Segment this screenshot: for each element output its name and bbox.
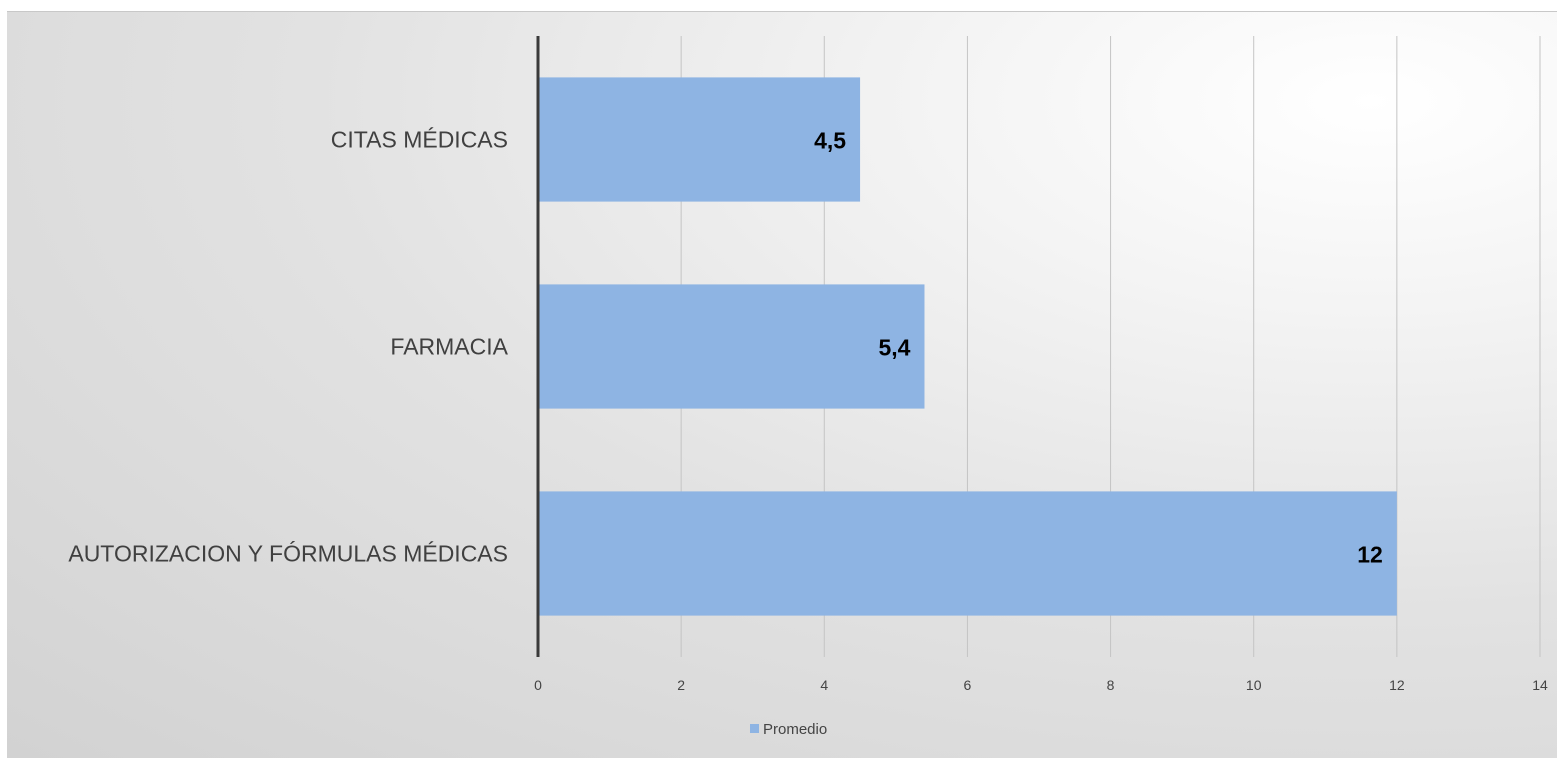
bar	[538, 491, 1397, 616]
category-labels: CITAS MÉDICAS FARMACIA AUTORIZACION Y FÓRM…	[68, 127, 508, 567]
legend: Promedio	[750, 721, 827, 738]
x-tick-label: 0	[534, 677, 542, 693]
data-label: 12	[1357, 542, 1383, 568]
x-tick-label: 12	[1389, 677, 1405, 693]
bar	[538, 284, 925, 409]
legend-label: Promedio	[763, 721, 827, 738]
data-labels: 4,5 5,4 12	[814, 128, 1383, 568]
data-label: 4,5	[814, 128, 846, 154]
category-label: CITAS MÉDICAS	[331, 127, 508, 153]
x-tick-label: 4	[820, 677, 828, 693]
x-tick-label: 8	[1107, 677, 1115, 693]
x-tick-labels: 0 2 4 6 8 10 12 14	[534, 677, 1548, 693]
x-tick-label: 10	[1246, 677, 1262, 693]
category-label: FARMACIA	[390, 334, 508, 360]
x-tick-label: 2	[677, 677, 685, 693]
x-tick-label: 14	[1532, 677, 1548, 693]
category-label: AUTORIZACION Y FÓRMULAS MÉDICAS	[68, 541, 508, 567]
legend-swatch	[750, 724, 759, 733]
x-tick-label: 6	[964, 677, 972, 693]
bars	[538, 77, 1397, 616]
data-label: 5,4	[879, 335, 911, 361]
bar	[538, 77, 861, 202]
